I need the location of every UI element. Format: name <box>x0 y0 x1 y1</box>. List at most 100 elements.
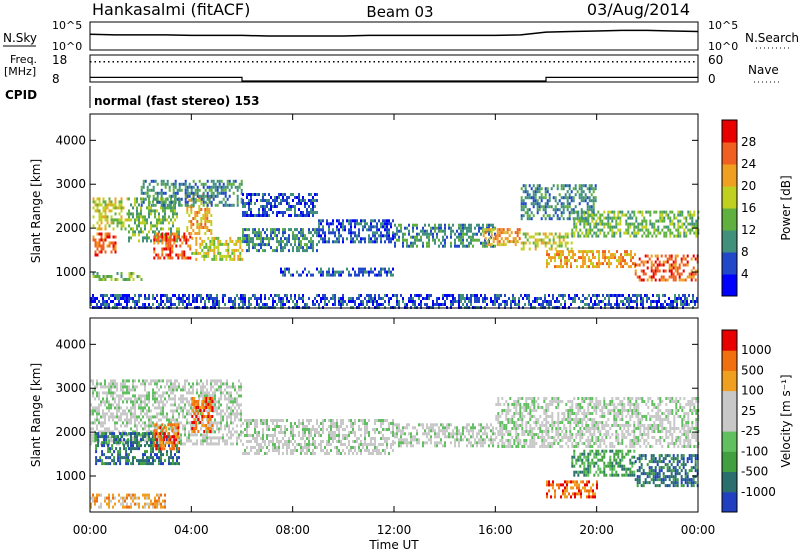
power-cell <box>278 196 280 199</box>
power-cell <box>202 203 205 207</box>
power-cell <box>577 210 580 214</box>
velocity-cell <box>159 447 162 451</box>
power-cell <box>174 209 176 213</box>
power-cell <box>206 297 208 300</box>
power-cell <box>690 272 693 276</box>
velocity-cell <box>150 382 152 386</box>
power-cell <box>92 300 94 303</box>
power-cell <box>248 202 250 205</box>
power-cell <box>332 228 334 232</box>
velocity-cell <box>222 409 224 413</box>
power-cell <box>669 216 672 220</box>
power-cell <box>294 211 296 214</box>
power-cell <box>246 237 248 241</box>
power-cell <box>682 294 684 297</box>
power-cell <box>171 238 174 242</box>
velocity-cell <box>144 400 146 404</box>
velocity-cell <box>160 394 162 398</box>
power-cell <box>244 240 246 244</box>
power-cell <box>300 199 302 202</box>
power-cell <box>146 221 148 225</box>
power-cell <box>624 259 626 263</box>
power-cell <box>208 220 211 223</box>
power-cell <box>462 297 464 300</box>
velocity-cell <box>158 379 160 383</box>
power-cell <box>648 297 650 300</box>
power-cell <box>693 210 696 214</box>
velocity-cell <box>94 421 96 425</box>
velocity-cell <box>178 415 180 419</box>
power-cell <box>364 267 366 271</box>
power-cell <box>653 231 656 235</box>
power-cell <box>298 214 300 217</box>
freq-tick-top: 18 <box>52 53 67 67</box>
power-cell <box>202 194 205 198</box>
power-cell <box>470 226 472 230</box>
velocity-cell <box>170 409 172 413</box>
velocity-cell <box>96 379 98 383</box>
velocity-cell <box>224 427 226 431</box>
power-cell <box>188 303 190 306</box>
power-cell <box>619 234 622 238</box>
velocity-cell <box>94 436 96 440</box>
power-cell <box>382 303 384 306</box>
power-cell <box>474 300 476 303</box>
velocity-cell <box>155 432 158 436</box>
power-cell <box>350 228 352 232</box>
power-cell <box>440 229 442 233</box>
power-cell <box>677 231 680 235</box>
power-cell <box>368 297 370 300</box>
power-cell <box>140 206 142 210</box>
power-cell <box>580 300 582 303</box>
velocity-cell <box>96 424 98 428</box>
power-cell <box>144 197 147 201</box>
power-cell <box>104 218 107 222</box>
power-cell <box>166 197 169 201</box>
power-cell <box>166 297 168 300</box>
velocity-cell <box>232 427 234 431</box>
velocity-cell <box>226 421 228 425</box>
velocity-cell <box>130 406 132 410</box>
power-cell <box>114 294 116 297</box>
power-cell <box>602 250 604 254</box>
power-cell <box>436 300 438 303</box>
velocity-cell <box>116 388 118 392</box>
power-cell <box>192 217 195 220</box>
power-cell <box>262 193 264 196</box>
velocity-cell <box>110 439 112 443</box>
velocity-cell <box>169 438 172 442</box>
power-cell <box>336 225 338 229</box>
velocity-cell <box>161 441 164 445</box>
power-cell <box>178 297 180 300</box>
velocity-cell <box>113 435 116 439</box>
velocity-cell <box>210 388 212 392</box>
velocity-cell <box>190 439 192 443</box>
power-cell <box>562 297 564 300</box>
power-cell <box>292 231 294 235</box>
power-cell <box>102 238 105 242</box>
velocity-cell <box>204 391 206 395</box>
power-cell <box>218 191 221 195</box>
power-cell <box>219 251 222 255</box>
velocity-cell <box>142 462 144 466</box>
power-cell <box>328 273 330 277</box>
power-cell <box>583 225 586 229</box>
power-cell <box>629 222 632 226</box>
power-cell <box>635 219 638 223</box>
velocity-cell <box>130 438 132 442</box>
power-cell <box>282 234 284 238</box>
velocity-cell <box>98 412 100 416</box>
power-cell <box>550 256 552 260</box>
power-cell <box>646 254 649 258</box>
velocity-cell <box>140 382 142 386</box>
power-cell <box>540 297 542 300</box>
velocity-cell <box>162 427 164 431</box>
power-cell <box>650 254 653 258</box>
power-cell <box>306 202 308 205</box>
power-cell <box>608 303 610 306</box>
velocity-cell <box>202 397 204 401</box>
power-cell <box>153 238 156 242</box>
power-cell <box>212 191 215 195</box>
velocity-cell <box>98 409 100 413</box>
power-cell <box>172 185 175 189</box>
